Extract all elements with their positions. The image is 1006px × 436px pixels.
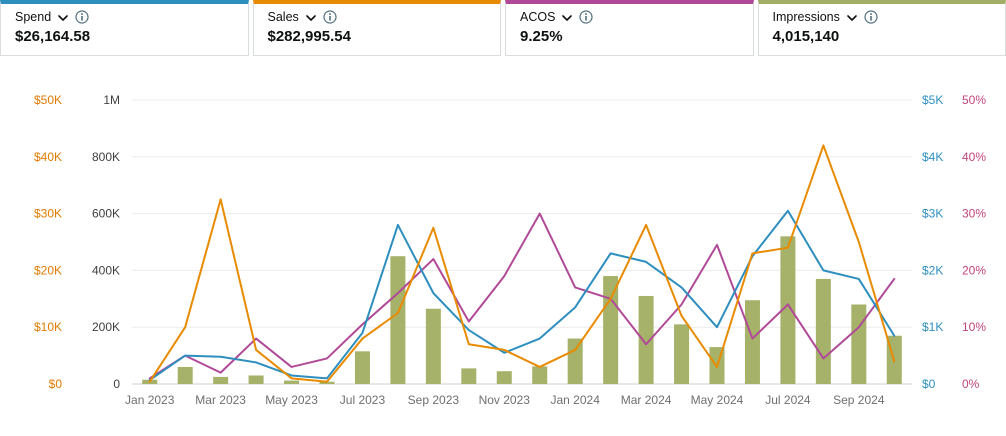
impressions-bar[interactable] xyxy=(816,279,831,384)
impressions-bar[interactable] xyxy=(284,381,299,384)
impressions-bar[interactable] xyxy=(426,309,441,384)
axis-tick-label: 50% xyxy=(962,93,986,107)
axis-tick-label: 0 xyxy=(113,377,120,391)
axis-tick-label: 1M xyxy=(103,93,120,107)
metric-value: $282,995.54 xyxy=(268,28,487,45)
x-axis-label: Jul 2024 xyxy=(765,393,811,407)
metric-card-header: Impressions xyxy=(773,9,992,25)
metric-card-sales[interactable]: Sales $282,995.54 xyxy=(253,0,502,56)
chevron-down-icon[interactable] xyxy=(306,15,316,22)
axis-tick-label: 20% xyxy=(962,263,986,277)
metric-card-impressions[interactable]: Impressions 4,015,140 xyxy=(758,0,1006,56)
impressions-bar[interactable] xyxy=(745,300,760,384)
metric-label: ACOS xyxy=(520,9,555,25)
performance-chart[interactable]: $0 $10K $20K $30K $40K $50K 0 200K 400K 600K 800K 1… xyxy=(0,56,1006,431)
x-axis-label: Sep 2024 xyxy=(833,393,885,407)
metric-label: Spend xyxy=(15,9,51,25)
axis-tick-label: 400K xyxy=(92,263,120,277)
metric-value: $26,164.58 xyxy=(15,28,234,45)
info-icon[interactable] xyxy=(864,10,878,24)
x-axis-label: Jan 2024 xyxy=(550,393,600,407)
axis-tick-label: $0 xyxy=(922,377,936,391)
impressions-bar[interactable] xyxy=(390,256,405,384)
axis-tick-label: 40% xyxy=(962,150,986,164)
axis-tick-label: 10% xyxy=(962,320,986,334)
axis-tick-label: 0% xyxy=(962,377,980,391)
axis-tick-label: $0 xyxy=(49,377,63,391)
chevron-down-icon[interactable] xyxy=(847,15,857,22)
axis-tick-label: $40K xyxy=(34,150,62,164)
metric-label: Sales xyxy=(268,9,299,25)
axis-tick-label: $2K xyxy=(922,263,943,277)
impressions-bar[interactable] xyxy=(639,296,654,384)
x-axis-label: May 2023 xyxy=(265,393,318,407)
metric-value: 4,015,140 xyxy=(773,28,992,45)
impressions-bar[interactable] xyxy=(568,339,583,384)
impressions-bar[interactable] xyxy=(178,367,193,384)
axis-tick-label: $10K xyxy=(34,320,62,334)
metric-card-header: ACOS xyxy=(520,9,739,25)
impressions-bar[interactable] xyxy=(249,375,264,384)
impressions-bar[interactable] xyxy=(461,368,476,384)
metric-value: 9.25% xyxy=(520,28,739,45)
impressions-bar[interactable] xyxy=(674,324,689,384)
metric-card-spend[interactable]: Spend $26,164.58 xyxy=(0,0,249,56)
chevron-down-icon[interactable] xyxy=(58,15,68,22)
info-icon[interactable] xyxy=(75,10,89,24)
impressions-bar[interactable] xyxy=(851,304,866,384)
axis-tick-label: $3K xyxy=(922,207,943,221)
axis-tick-label: $5K xyxy=(922,93,943,107)
metric-card-acos[interactable]: ACOS 9.25% xyxy=(505,0,754,56)
impressions-bar[interactable] xyxy=(532,366,547,384)
metric-card-header: Spend xyxy=(15,9,234,25)
x-axis-label: Jul 2023 xyxy=(340,393,386,407)
axis-tick-label: $50K xyxy=(34,93,62,107)
info-icon[interactable] xyxy=(579,10,593,24)
metric-cards-row: Spend $26,164.58 Sales $282,995.54 ACOS xyxy=(0,0,1006,56)
metric-label: Impressions xyxy=(773,9,840,25)
impressions-bar[interactable] xyxy=(355,351,370,384)
chart-canvas[interactable]: $0 $10K $20K $30K $40K $50K 0 200K 400K 600K 800K 1… xyxy=(0,56,1006,431)
chevron-down-icon[interactable] xyxy=(562,15,572,22)
impressions-bar[interactable] xyxy=(603,276,618,384)
axis-tick-label: 200K xyxy=(92,320,120,334)
impressions-bar[interactable] xyxy=(213,377,228,384)
x-axis-label: May 2024 xyxy=(691,393,744,407)
axis-tick-label: $20K xyxy=(34,263,62,277)
x-axis-label: Sep 2023 xyxy=(408,393,460,407)
impressions-bar[interactable] xyxy=(497,371,512,384)
axis-tick-label: $1K xyxy=(922,320,943,334)
x-axis-label: Mar 2023 xyxy=(195,393,246,407)
x-axis-label: Nov 2023 xyxy=(479,393,531,407)
axis-tick-label: $30K xyxy=(34,207,62,221)
axis-tick-label: 800K xyxy=(92,150,120,164)
metric-card-header: Sales xyxy=(268,9,487,25)
x-axis-label: Mar 2024 xyxy=(621,393,672,407)
axis-tick-label: 600K xyxy=(92,207,120,221)
axis-tick-label: $4K xyxy=(922,150,943,164)
info-icon[interactable] xyxy=(323,10,337,24)
axis-tick-label: 30% xyxy=(962,207,986,221)
x-axis-label: Jan 2023 xyxy=(125,393,175,407)
